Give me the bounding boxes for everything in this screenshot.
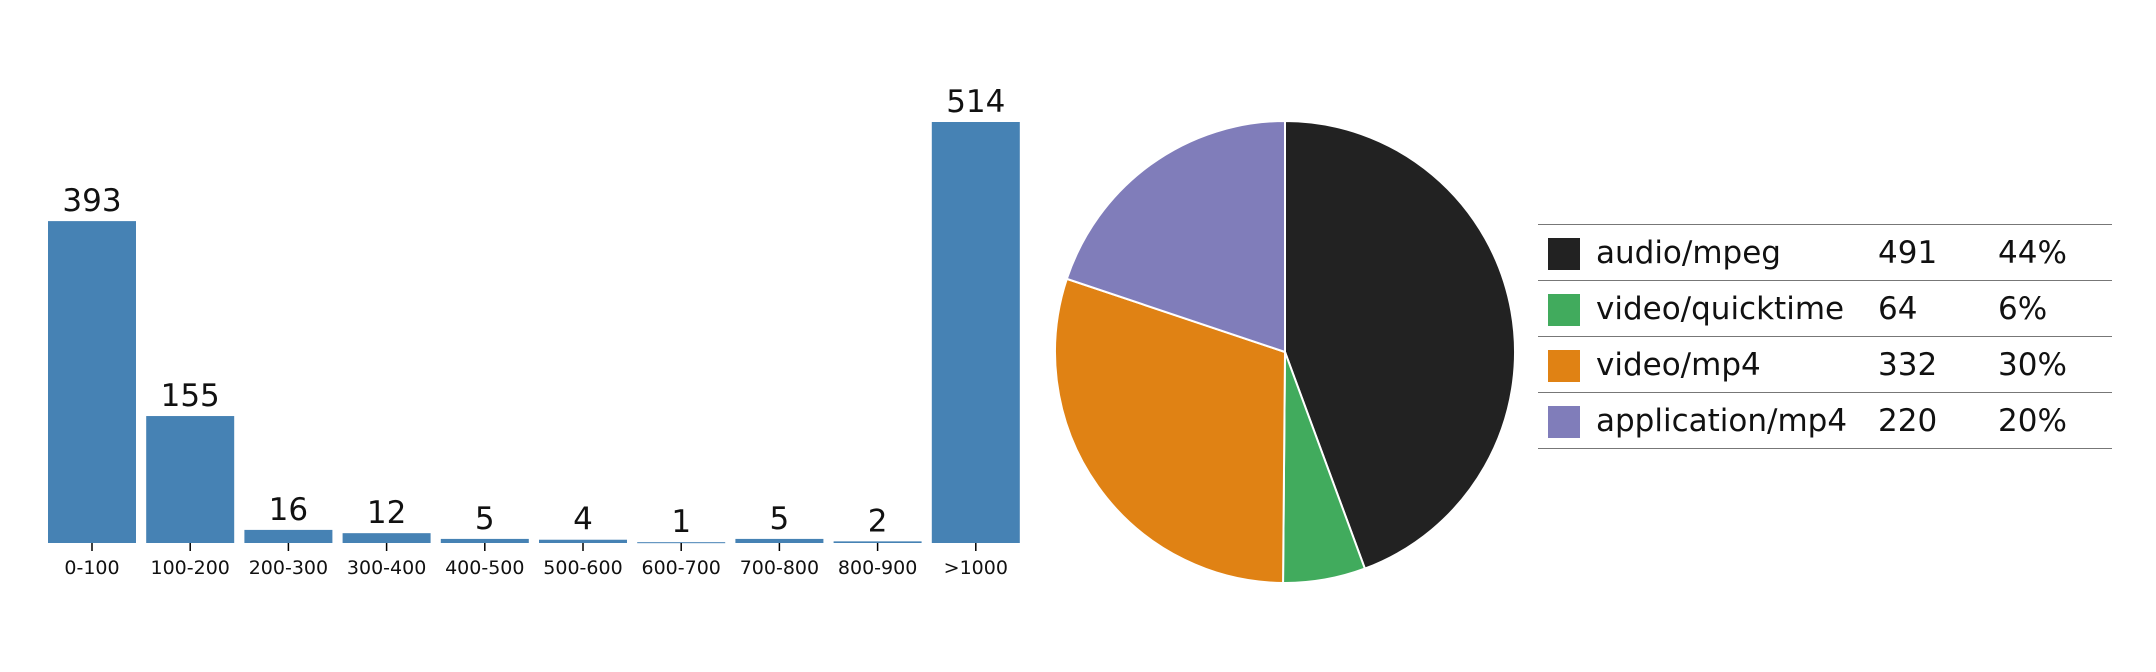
bar-value-label: 16 — [269, 492, 308, 528]
x-tick-label: 400-500 — [445, 557, 524, 579]
bar — [244, 529, 333, 543]
legend-percent: 6% — [1998, 290, 2048, 327]
legend-count: 332 — [1878, 346, 1938, 383]
legend-count: 491 — [1878, 234, 1938, 271]
x-tick-label: 0-100 — [64, 557, 119, 579]
bar-value-label: 5 — [770, 501, 790, 537]
pie-legend-table: audio/mpeg 491 44% video/quicktime 64 6%… — [1538, 224, 2112, 449]
pie-slice — [1054, 277, 1287, 584]
bar — [440, 538, 529, 543]
bar-value-label: 155 — [161, 378, 220, 414]
x-tick-label: 300-400 — [347, 557, 426, 579]
bar — [735, 538, 824, 543]
bar-value-label: 2 — [868, 503, 888, 539]
legend-percent: 20% — [1998, 402, 2067, 439]
bar — [539, 539, 627, 543]
bar-value-label: 393 — [62, 183, 121, 219]
x-tick-label: 700-800 — [740, 557, 819, 579]
legend-swatch — [1548, 294, 1580, 326]
legend-percent: 30% — [1998, 346, 2067, 383]
x-tick-label: 600-700 — [642, 557, 721, 579]
legend-label: audio/mpeg — [1596, 234, 1781, 271]
legend-row: application/mp4 220 20% — [1538, 392, 2112, 449]
legend-count: 64 — [1878, 290, 1918, 327]
bar-value-label: 514 — [946, 84, 1005, 120]
bar — [637, 542, 726, 544]
bar-value-label: 5 — [475, 501, 495, 537]
bar — [342, 533, 431, 543]
bar — [48, 221, 136, 544]
legend-row: video/mp4 332 30% — [1538, 336, 2112, 393]
bar-chart: 3930-100155100-20016200-30012300-4005400… — [48, 84, 1020, 579]
x-tick-label: 800-900 — [838, 557, 917, 579]
bar-value-label: 12 — [367, 495, 406, 531]
bar-value-label: 1 — [671, 504, 691, 540]
x-tick-label: >1000 — [944, 557, 1008, 579]
legend-row: video/quicktime 64 6% — [1538, 280, 2112, 337]
bar — [931, 122, 1020, 543]
bar-value-label: 4 — [573, 502, 593, 538]
legend-label: video/mp4 — [1596, 346, 1761, 383]
legend-percent: 44% — [1998, 234, 2067, 271]
legend-swatch — [1548, 238, 1580, 270]
legend-count: 220 — [1878, 402, 1938, 439]
x-tick-label: 500-600 — [543, 557, 622, 579]
legend-swatch — [1548, 406, 1580, 438]
legend-swatch — [1548, 350, 1580, 382]
x-tick-label: 100-200 — [151, 557, 230, 579]
pie-chart — [1054, 119, 1516, 584]
legend-row: audio/mpeg 491 44% — [1538, 224, 2112, 281]
legend-label: application/mp4 — [1596, 402, 1848, 439]
bar — [833, 541, 922, 543]
bar — [146, 416, 235, 543]
pie-slice — [1284, 119, 1516, 570]
legend-label: video/quicktime — [1596, 290, 1845, 327]
pie-slice — [1065, 119, 1286, 354]
x-tick-label: 200-300 — [249, 557, 328, 579]
